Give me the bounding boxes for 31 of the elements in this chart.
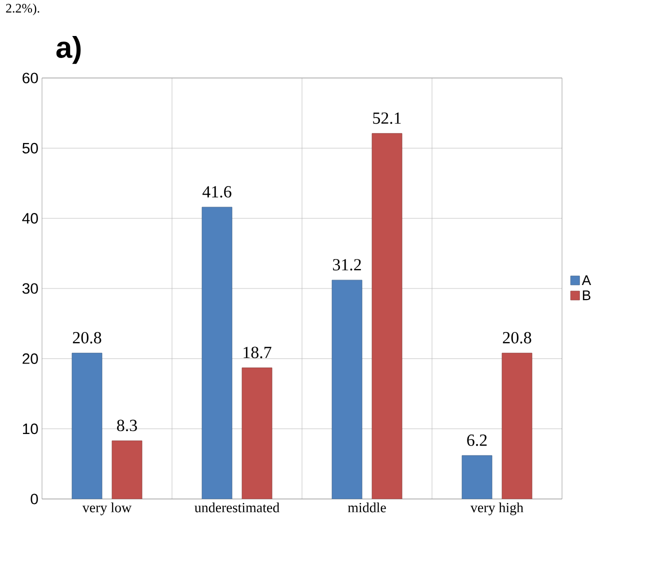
- x-tick-label: very low: [82, 502, 132, 516]
- data-label: 41.6: [202, 186, 232, 198]
- x-tick-label: underestimated: [194, 502, 280, 512]
- y-tick-label: 30: [22, 283, 38, 294]
- y-tick-label: 40: [22, 213, 38, 224]
- bar: [202, 206, 232, 499]
- y-tick-label: 0: [30, 494, 38, 504]
- data-label: 20.8: [72, 332, 102, 344]
- bar: [372, 133, 402, 499]
- x-tick-label: very high: [470, 502, 524, 516]
- y-tick-label: 10: [23, 424, 38, 434]
- x-tick-label: middle: [348, 502, 386, 512]
- bar: [462, 455, 492, 499]
- data-label: 52.1: [373, 112, 401, 124]
- text: 2.2%).: [6, 4, 40, 16]
- bar: [332, 280, 362, 499]
- chart-title: a): [56, 36, 81, 64]
- bar: [112, 440, 142, 499]
- y-tick-label: 50: [22, 142, 38, 154]
- y-tick-label: 60: [22, 72, 38, 84]
- data-label: 8.3: [117, 420, 137, 432]
- data-label: 20.8: [502, 332, 532, 344]
- y-tick-label: 20: [22, 353, 38, 364]
- legend-label: B: [582, 290, 590, 300]
- bar: [502, 352, 532, 499]
- data-label: 18.7: [244, 346, 272, 358]
- bar: [242, 368, 272, 499]
- data-label: 31.2: [333, 259, 361, 271]
- bar: [72, 352, 102, 499]
- legend-label: A: [582, 275, 592, 285]
- data-label: 6.2: [467, 434, 487, 446]
